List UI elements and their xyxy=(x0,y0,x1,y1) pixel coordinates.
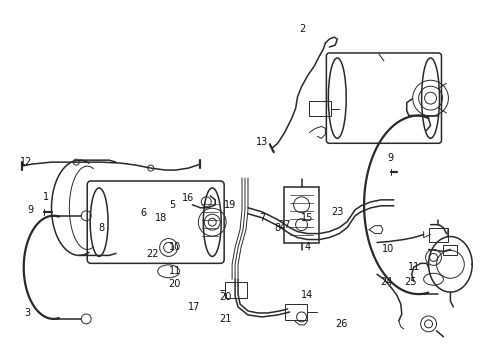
Text: 20: 20 xyxy=(219,292,231,302)
Text: 13: 13 xyxy=(256,137,268,147)
Text: 17: 17 xyxy=(188,302,200,312)
Text: 10: 10 xyxy=(382,244,394,255)
Text: 1: 1 xyxy=(43,192,49,202)
Text: 18: 18 xyxy=(154,213,167,223)
Text: 4: 4 xyxy=(304,243,311,252)
Text: 23: 23 xyxy=(331,207,343,217)
Bar xyxy=(429,228,448,242)
Text: 14: 14 xyxy=(301,290,314,300)
Text: 11: 11 xyxy=(170,266,182,276)
Text: 12: 12 xyxy=(20,157,32,167)
Text: 11: 11 xyxy=(408,262,420,272)
Text: 8: 8 xyxy=(98,222,104,233)
Text: 16: 16 xyxy=(182,193,195,203)
Text: 27: 27 xyxy=(278,220,291,230)
Text: 10: 10 xyxy=(170,243,182,252)
Bar xyxy=(225,282,247,298)
Text: 5: 5 xyxy=(170,200,176,210)
Text: 8: 8 xyxy=(275,222,281,233)
Bar xyxy=(443,246,457,255)
Bar xyxy=(285,304,307,320)
Text: 6: 6 xyxy=(141,208,147,218)
Bar xyxy=(310,100,331,117)
Text: 7: 7 xyxy=(259,213,265,223)
Text: 9: 9 xyxy=(388,153,394,163)
Text: 24: 24 xyxy=(381,277,393,287)
Text: 25: 25 xyxy=(404,277,417,287)
Text: 22: 22 xyxy=(147,249,159,260)
Bar xyxy=(284,187,319,243)
Text: 15: 15 xyxy=(301,213,314,223)
Text: 9: 9 xyxy=(27,205,34,215)
Text: 21: 21 xyxy=(219,314,231,324)
Text: 20: 20 xyxy=(169,279,181,289)
Text: 19: 19 xyxy=(224,200,236,210)
Text: 26: 26 xyxy=(335,319,347,329)
Text: 2: 2 xyxy=(299,24,306,34)
Text: 3: 3 xyxy=(24,308,31,318)
